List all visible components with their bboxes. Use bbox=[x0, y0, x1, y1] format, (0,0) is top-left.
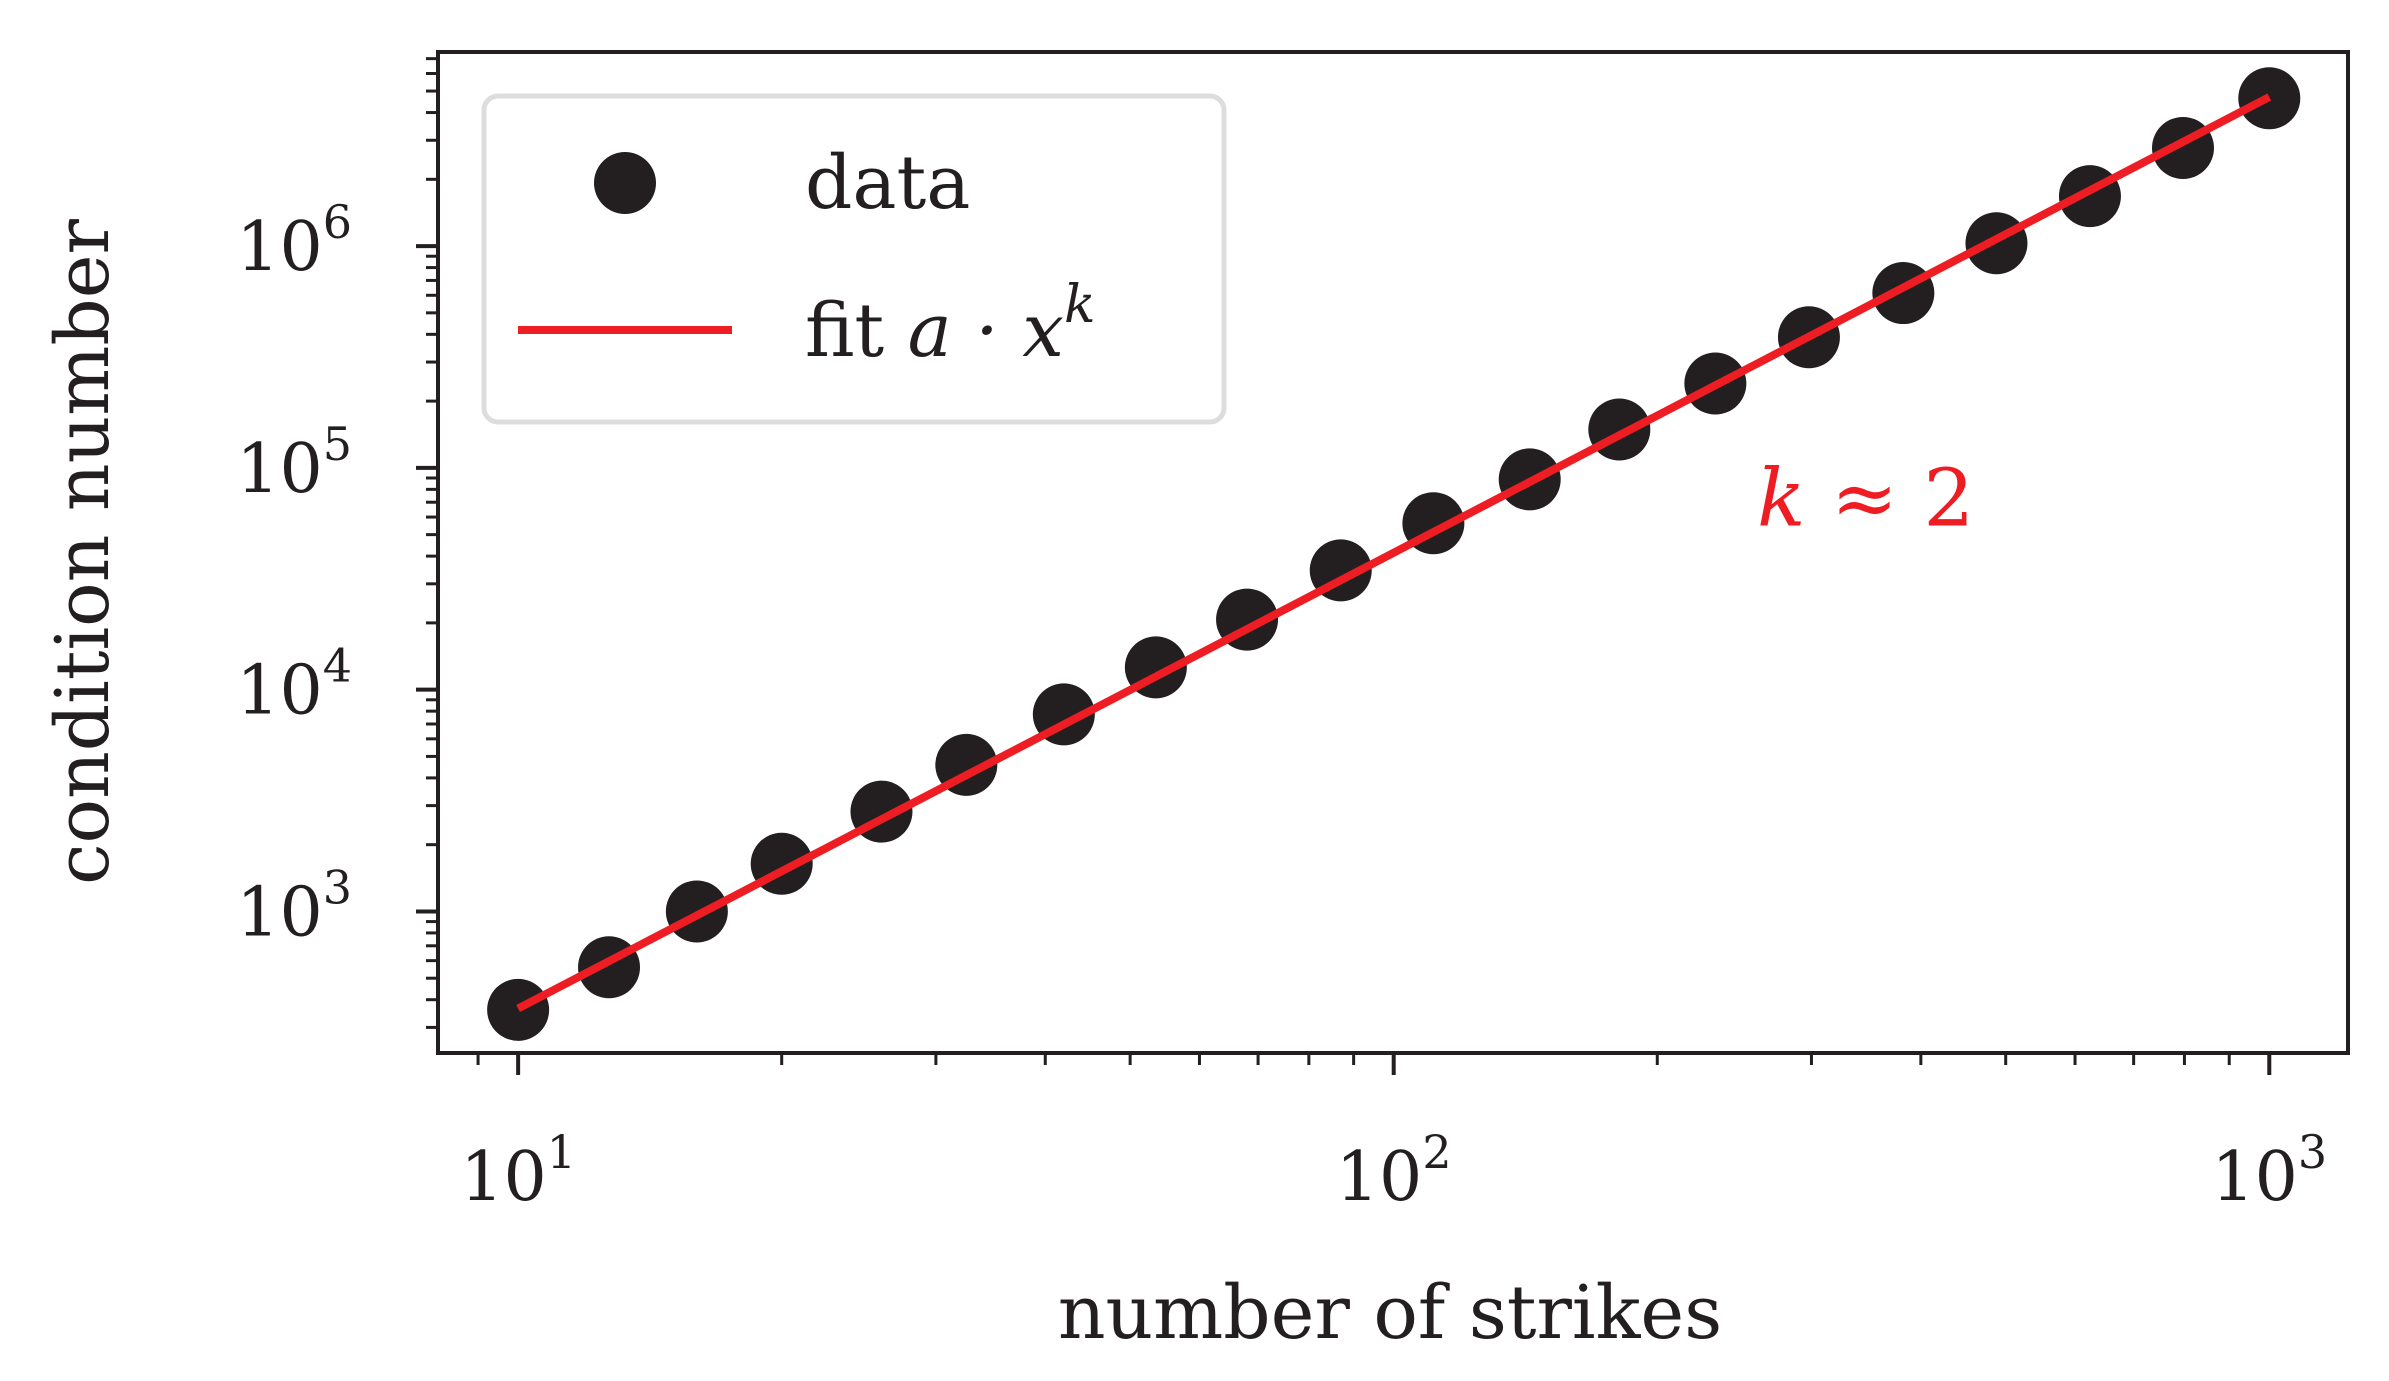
y-axis-label: condition number bbox=[40, 218, 126, 884]
legend-box bbox=[481, 93, 1227, 425]
fit-annotation: k ≈ 2 bbox=[1757, 451, 1974, 544]
fit-line bbox=[516, 93, 2272, 1013]
data-point bbox=[2058, 165, 2121, 228]
fit-annotation-variable: k bbox=[1757, 451, 1805, 544]
y-tick-label: 105 bbox=[236, 417, 352, 509]
y-tick-label: 104 bbox=[236, 639, 352, 731]
x-tick-label-exponent: 1 bbox=[547, 1125, 576, 1179]
x-tick-label-base: 10 bbox=[1336, 1138, 1423, 1217]
x-tick-label-base: 10 bbox=[460, 1138, 547, 1217]
x-tick-label-base: 10 bbox=[2211, 1138, 2298, 1217]
data-point bbox=[1872, 262, 1935, 325]
legend-label-fit: fit a · xk bbox=[805, 275, 1096, 374]
x-axis: 101 102 103 bbox=[460, 1053, 2327, 1217]
x-tick-label: 102 bbox=[1336, 1125, 1452, 1217]
y-tick-label-exponent: 6 bbox=[323, 195, 352, 249]
legend-label-fit-formula: a · x bbox=[908, 288, 1064, 374]
x-tick-label: 103 bbox=[2211, 1125, 2327, 1217]
y-tick-label-base: 10 bbox=[236, 873, 323, 952]
legend: data fit a · xk bbox=[481, 93, 1227, 425]
legend-label-data: data bbox=[805, 140, 970, 226]
y-tick-label-base: 10 bbox=[236, 208, 323, 287]
x-tick-label-exponent: 2 bbox=[1422, 1125, 1451, 1179]
x-tick-label: 101 bbox=[460, 1125, 576, 1217]
y-tick-label-exponent: 4 bbox=[323, 639, 352, 693]
fit-annotation-value: ≈ 2 bbox=[1806, 451, 1975, 544]
legend-label-fit-exponent: k bbox=[1064, 275, 1096, 335]
series-layer bbox=[487, 67, 2301, 1041]
y-tick-label-base: 10 bbox=[236, 430, 323, 509]
y-tick-label: 103 bbox=[236, 860, 352, 952]
y-tick-label: 106 bbox=[236, 195, 352, 287]
legend-marker-data bbox=[594, 152, 656, 214]
x-axis-label: number of strikes bbox=[1058, 1270, 1722, 1356]
data-point bbox=[487, 978, 550, 1041]
x-tick-label-exponent: 3 bbox=[2298, 1125, 2327, 1179]
y-tick-label-base: 10 bbox=[236, 652, 323, 731]
y-tick-label-exponent: 5 bbox=[323, 417, 352, 471]
y-tick-label-exponent: 3 bbox=[323, 860, 352, 914]
data-point bbox=[1588, 398, 1651, 461]
legend-label-fit-prefix: fit bbox=[805, 288, 908, 374]
